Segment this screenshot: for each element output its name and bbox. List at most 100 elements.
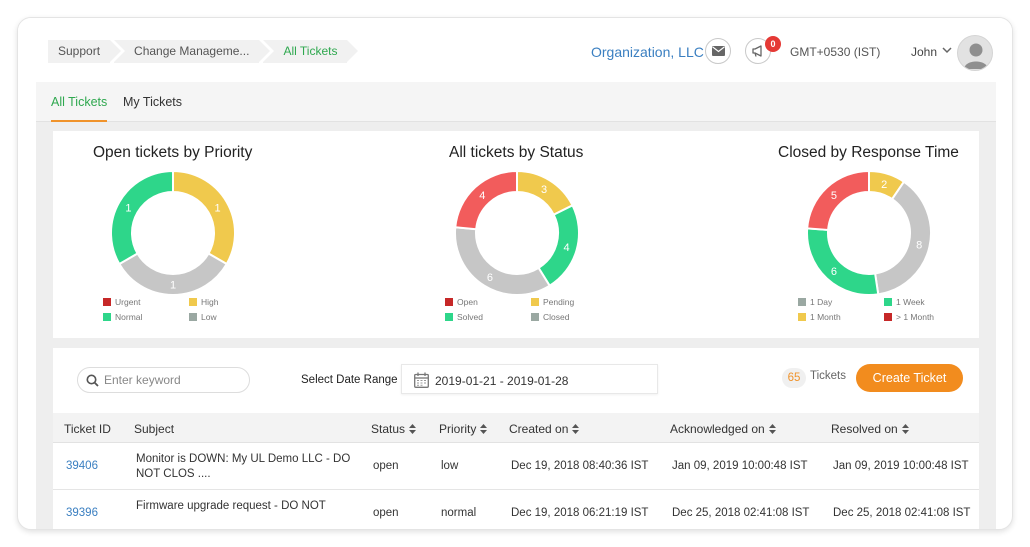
column-label: Priority [439, 422, 477, 436]
date-range-picker[interactable]: 2019-01-21 - 2019-01-28 [401, 364, 658, 394]
legend-item: 1 Week [884, 297, 925, 307]
mail-button[interactable] [705, 38, 731, 64]
legend-label: Pending [543, 297, 575, 307]
legend-label: 1 Week [896, 297, 925, 307]
donut-slice-label: 4 [563, 242, 569, 254]
column-label: Subject [134, 422, 175, 436]
create-ticket-button[interactable]: Create Ticket [856, 364, 963, 392]
legend-label: Low [201, 312, 217, 322]
sort-icon [901, 424, 909, 434]
breadcrumb-change-management[interactable]: Change Manageme... [114, 40, 271, 63]
tickets-panel: Select Date Range 2019-01-21 - 2019-01-2… [53, 348, 979, 529]
donut-slice-high[interactable] [172, 169, 236, 266]
column-ticket-id[interactable]: Ticket ID [64, 422, 111, 436]
ticket-resolved: Jan 09, 2019 10:00:48 IST [833, 460, 969, 472]
date-range-value: 2019-01-21 - 2019-01-28 [435, 374, 569, 388]
envelope-icon [711, 46, 725, 56]
column-created-on[interactable]: Created on [509, 422, 580, 436]
sort-icon [572, 424, 580, 434]
legend-label: Closed [543, 312, 570, 322]
legend-swatch [798, 298, 806, 306]
donut-slice-label: 3 [541, 184, 547, 196]
tab-all-tickets[interactable]: All Tickets [51, 95, 108, 109]
donut-slice-label: 1 [170, 280, 176, 292]
column-priority[interactable]: Priority [439, 422, 488, 436]
sort-icon [480, 424, 488, 434]
donut-slice-label: 1 [125, 202, 131, 214]
ticket-acknowledged: Dec 25, 2018 02:41:08 IST [672, 507, 810, 519]
legend-item: Closed [531, 312, 569, 322]
donut-slice-closed[interactable] [454, 226, 552, 296]
legend-swatch [531, 298, 539, 306]
search-input[interactable] [104, 371, 244, 389]
legend-swatch [189, 313, 197, 321]
legend-item: Low [189, 312, 217, 322]
ticket-count-badge: 65 [782, 368, 806, 388]
ticket-id-link[interactable]: 39406 [66, 460, 98, 472]
search-icon [86, 374, 99, 387]
chevron-down-icon[interactable] [942, 46, 952, 54]
legend-label: Urgent [115, 297, 141, 307]
ticket-created: Dec 19, 2018 06:21:19 IST [511, 507, 649, 519]
breadcrumb: Support Change Manageme... All Tickets [48, 40, 359, 63]
legend-swatch [189, 298, 197, 306]
donut-slice-open[interactable] [454, 169, 518, 231]
donut-slice-label: 6 [487, 272, 493, 284]
table-row[interactable]: 39396 Firmware upgrade request - DO NOT … [53, 491, 979, 529]
legend-swatch [445, 313, 453, 321]
tab-bar: All Tickets My Tickets [36, 82, 996, 122]
donut-slice-1-day[interactable] [873, 180, 932, 296]
column-resolved-on[interactable]: Resolved on [831, 422, 909, 436]
sort-icon [768, 424, 776, 434]
column-subject[interactable]: Subject [134, 422, 174, 436]
legend-item: Urgent [103, 297, 141, 307]
search-box[interactable] [77, 367, 250, 393]
legend-swatch [798, 313, 806, 321]
column-label: Created on [509, 422, 569, 436]
user-name[interactable]: John [911, 45, 938, 59]
legend-swatch [884, 298, 892, 306]
column-status[interactable]: Status [371, 422, 417, 436]
tab-my-tickets[interactable]: My Tickets [123, 95, 183, 109]
ticket-id-link[interactable]: 39396 [66, 507, 98, 519]
legend-label: High [201, 297, 219, 307]
column-label: Ticket ID [64, 422, 111, 436]
calendar-icon [414, 372, 429, 388]
legend-label: > 1 Month [896, 312, 935, 322]
donut-slice--1-month[interactable] [806, 169, 870, 232]
legend-item: Open [445, 297, 478, 307]
response-time-donut-chart: 2 8 6 5 [806, 169, 932, 296]
breadcrumb-all-tickets[interactable]: All Tickets [263, 40, 359, 63]
app-window: Support Change Manageme... All Tickets O… [17, 17, 1013, 530]
ticket-resolved: Dec 25, 2018 02:41:08 IST [833, 507, 971, 519]
charts-panel: Open tickets by Priority All tickets by … [53, 131, 979, 338]
priority-donut-chart: 1 1 1 [110, 169, 236, 296]
column-label: Acknowledged on [670, 422, 765, 436]
donut-slice-normal[interactable] [110, 169, 174, 266]
donut-slice-solved[interactable] [537, 204, 580, 288]
ticket-count-label: Tickets [810, 370, 846, 382]
legend-item: High [189, 297, 218, 307]
legend-item: Normal [103, 312, 142, 322]
column-label: Status [371, 422, 406, 436]
donut-slice-1-week[interactable] [806, 227, 880, 296]
date-range-label: Select Date Range [301, 374, 398, 386]
megaphone-icon [752, 45, 762, 57]
chart-title-status: All tickets by Status [449, 144, 584, 161]
legend-label: 1 Month [810, 312, 841, 322]
legend-swatch [103, 313, 111, 321]
ticket-subject: Monitor is DOWN: My UL Demo LLC - DO NOT… [136, 453, 351, 480]
donut-slice-label: 2 [881, 179, 887, 191]
table-row[interactable]: 39406 Monitor is DOWN: My UL Demo LLC - … [53, 444, 979, 490]
ticket-acknowledged: Jan 09, 2019 10:00:48 IST [672, 460, 808, 472]
organization-link[interactable]: Organization, LLC [591, 44, 704, 60]
donut-slice-label: 6 [831, 266, 837, 278]
avatar[interactable] [957, 35, 993, 71]
table-header: Ticket ID Subject Status Priority Create… [53, 413, 979, 443]
breadcrumb-support[interactable]: Support [48, 40, 122, 63]
legend-item: Solved [445, 312, 483, 322]
donut-slice-label: 4 [479, 190, 485, 202]
legend-label: Normal [115, 312, 143, 322]
column-acknowledged-on[interactable]: Acknowledged on [670, 422, 776, 436]
ticket-created: Dec 19, 2018 08:40:36 IST [511, 460, 649, 472]
